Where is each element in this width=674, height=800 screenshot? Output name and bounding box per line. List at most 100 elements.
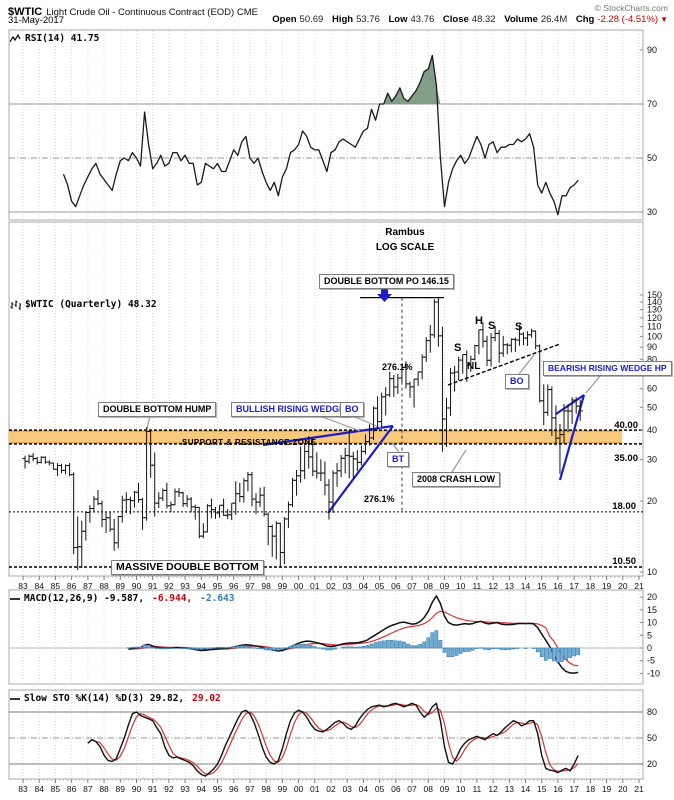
svg-text:14: 14 bbox=[521, 784, 531, 794]
change-label: Chg bbox=[575, 14, 595, 25]
svg-text:02: 02 bbox=[326, 581, 336, 591]
svg-text:11: 11 bbox=[472, 581, 481, 591]
svg-text:85: 85 bbox=[51, 581, 61, 591]
svg-text:15: 15 bbox=[647, 605, 657, 615]
symbol: $WTIC bbox=[8, 6, 43, 18]
svg-text:5: 5 bbox=[647, 630, 652, 640]
svg-text:90: 90 bbox=[132, 581, 142, 591]
svg-text:83: 83 bbox=[18, 784, 28, 794]
macd-histogram-value: -2.643 bbox=[200, 593, 235, 604]
svg-text:100: 100 bbox=[647, 331, 662, 341]
level-18-label: 18.00 bbox=[612, 501, 636, 512]
svg-text:40: 40 bbox=[647, 425, 657, 435]
svg-text:30: 30 bbox=[647, 207, 657, 217]
svg-text:-5: -5 bbox=[647, 656, 655, 666]
svg-text:08: 08 bbox=[424, 581, 434, 591]
svg-text:09: 09 bbox=[440, 784, 450, 794]
svg-text:93: 93 bbox=[180, 581, 190, 591]
hs-right-shoulder-label: S bbox=[488, 320, 496, 332]
svg-text:02: 02 bbox=[326, 784, 336, 794]
svg-text:87: 87 bbox=[83, 784, 93, 794]
svg-text:91: 91 bbox=[148, 581, 158, 591]
svg-text:91: 91 bbox=[148, 784, 158, 794]
quote-bar: Open 50.69 High 53.76 Low 43.76 Close 48.32 … bbox=[266, 14, 668, 25]
x-axis-labels: 83 84 85 86 87 88 89 90 91 92 93 94 95 96 97 98 99 00 01 02… bbox=[18, 576, 644, 794]
svg-text:20: 20 bbox=[647, 759, 657, 769]
svg-text:12: 12 bbox=[488, 784, 498, 794]
fib-extension-upper: 276.1% bbox=[382, 362, 413, 372]
breakout-callout-2: BO bbox=[505, 374, 529, 389]
svg-text:83: 83 bbox=[18, 581, 28, 591]
bearish-wedge-upper bbox=[555, 394, 585, 415]
low-value: 43.76 bbox=[410, 14, 435, 25]
svg-text:03: 03 bbox=[342, 784, 352, 794]
change-value: -2.28 (-4.51%) bbox=[597, 14, 659, 25]
copyright: © StockCharts.com bbox=[594, 3, 668, 13]
svg-text:20: 20 bbox=[618, 784, 628, 794]
rsi-legend: RSI(14) 41.75 bbox=[10, 33, 99, 44]
svg-text:14: 14 bbox=[521, 581, 531, 591]
svg-text:17: 17 bbox=[569, 784, 579, 794]
svg-text:96: 96 bbox=[229, 784, 239, 794]
bearish-rising-wedge-hp-callout: BEARISH RISING WEDGE HP bbox=[543, 361, 672, 376]
svg-text:01: 01 bbox=[310, 581, 320, 591]
svg-text:16: 16 bbox=[553, 784, 563, 794]
svg-text:90: 90 bbox=[132, 784, 142, 794]
level-40-label: 40.00 bbox=[614, 420, 638, 431]
volume-label: Volume bbox=[504, 14, 538, 25]
bullish-wedge-upper bbox=[262, 424, 394, 447]
svg-text:85: 85 bbox=[51, 784, 61, 794]
close-label: Close bbox=[442, 14, 469, 25]
svg-text:87: 87 bbox=[83, 581, 93, 591]
svg-text:08: 08 bbox=[424, 784, 434, 794]
svg-text:92: 92 bbox=[164, 784, 174, 794]
ohlc-bars-icon bbox=[10, 300, 21, 310]
svg-text:05: 05 bbox=[375, 784, 385, 794]
chart-header: $WTIC Light Crude Oil - Continuous Contra… bbox=[8, 2, 258, 20]
crash-low-2008-callout: 2008 CRASH LOW bbox=[412, 472, 501, 487]
svg-text:01: 01 bbox=[310, 784, 320, 794]
svg-text:88: 88 bbox=[99, 784, 109, 794]
svg-text:50: 50 bbox=[647, 733, 657, 743]
sto-legend-text: Slow STO %K(14) %D(3) 29.82, bbox=[24, 693, 185, 704]
svg-text:00: 00 bbox=[294, 784, 304, 794]
double-bottom-hump-callout: DOUBLE BOTTOM HUMP bbox=[98, 402, 217, 417]
svg-text:97: 97 bbox=[245, 581, 255, 591]
macd-line bbox=[128, 595, 579, 674]
svg-text:97: 97 bbox=[245, 784, 255, 794]
svg-text:04: 04 bbox=[359, 581, 369, 591]
price-legend: $WTIC (Quarterly) 48.32 bbox=[10, 299, 157, 310]
high-value: 53.76 bbox=[356, 14, 380, 25]
sto-d-value: 29.02 bbox=[192, 693, 221, 704]
svg-text:19: 19 bbox=[602, 784, 612, 794]
svg-text:16: 16 bbox=[553, 581, 563, 591]
svg-text:12: 12 bbox=[488, 581, 498, 591]
svg-text:80: 80 bbox=[647, 354, 657, 364]
macd-signal-line bbox=[128, 610, 579, 667]
rambus-text: Rambus bbox=[385, 227, 425, 238]
svg-text:110: 110 bbox=[647, 322, 661, 332]
sto-legend: Slow STO %K(14) %D(3) 29.82, 29.02 bbox=[10, 693, 221, 704]
svg-text:90: 90 bbox=[647, 342, 657, 352]
svg-text:89: 89 bbox=[116, 784, 126, 794]
svg-text:05: 05 bbox=[375, 581, 385, 591]
svg-text:-10: -10 bbox=[647, 668, 660, 678]
svg-text:50: 50 bbox=[647, 153, 657, 163]
rsi-line bbox=[62, 54, 579, 216]
svg-text:150: 150 bbox=[647, 290, 662, 300]
svg-text:21: 21 bbox=[634, 581, 644, 591]
svg-text:07: 07 bbox=[407, 581, 417, 591]
svg-text:03: 03 bbox=[342, 581, 352, 591]
hs-neckline-label: NL bbox=[467, 361, 481, 372]
massive-double-bottom-callout: MASSIVE DOUBLE BOTTOM bbox=[111, 560, 264, 575]
svg-text:18: 18 bbox=[586, 784, 596, 794]
macd-legend: MACD(12,26,9) -9.587, -6.944, -2.643 bbox=[10, 593, 234, 604]
svg-text:89: 89 bbox=[116, 581, 126, 591]
svg-text:94: 94 bbox=[197, 581, 207, 591]
sto-k-line bbox=[87, 702, 579, 777]
level-1050-label: 10.50 bbox=[612, 556, 636, 567]
change-down-icon: ▼ bbox=[660, 15, 668, 24]
svg-text:86: 86 bbox=[67, 581, 77, 591]
open-value: 50.69 bbox=[299, 14, 324, 25]
high-label: High bbox=[331, 14, 354, 25]
